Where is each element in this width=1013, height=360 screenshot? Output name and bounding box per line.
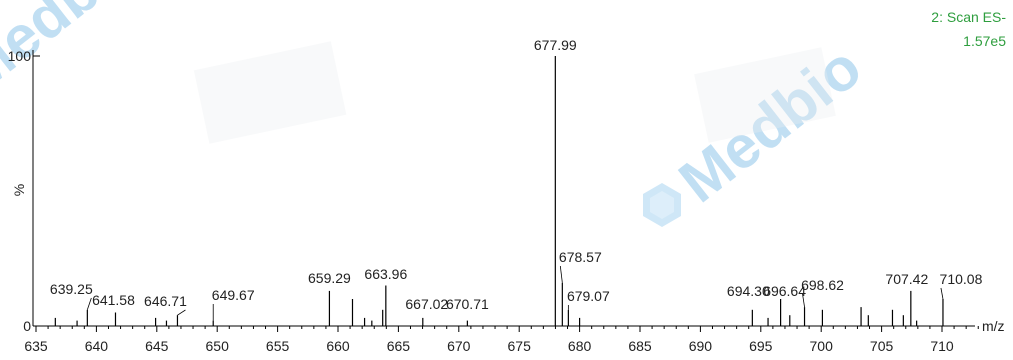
peaks xyxy=(54,56,944,326)
x-tick-label: 635 xyxy=(24,338,48,354)
peak-label: 698.62 xyxy=(801,277,844,293)
x-tick-label: 645 xyxy=(145,338,169,354)
x-tick-label: 695 xyxy=(749,338,773,354)
peak-label-leader xyxy=(559,265,563,283)
peak-label: 670.71 xyxy=(446,296,489,312)
peak-label: 649.67 xyxy=(212,287,255,303)
watermark-layer: Medbio Medbio xyxy=(0,0,873,227)
peak-label: 694.30 xyxy=(727,283,770,299)
peak-label: 707.42 xyxy=(885,271,928,287)
x-tick-label: 685 xyxy=(628,338,652,354)
y-tick-label: 100 xyxy=(8,48,32,64)
peak-label: 710.08 xyxy=(940,271,983,287)
watermark-logo-icon xyxy=(643,183,681,227)
scan-mode-label: 2: Scan ES- xyxy=(931,9,1006,25)
x-tick-label: 665 xyxy=(387,338,411,354)
peak-label: 663.96 xyxy=(364,266,407,282)
peak-label: 646.71 xyxy=(144,293,187,309)
x-ticks: 635 640 645 650 655 660 665 670 675 680 685 690 695 7… xyxy=(24,326,979,354)
peak-label: 641.58 xyxy=(92,292,135,308)
peak-label: 696.64 xyxy=(763,283,806,299)
watermark-faint-block-left xyxy=(193,41,347,144)
x-tick-label: 640 xyxy=(85,338,109,354)
peak-label: 677.99 xyxy=(534,37,577,53)
x-tick-label: 690 xyxy=(689,338,713,354)
y-axis-title: % xyxy=(11,184,27,196)
x-tick-label: 705 xyxy=(870,338,894,354)
scan-intensity-label: 1.57e5 xyxy=(963,33,1006,49)
peak-label: 679.07 xyxy=(567,288,610,304)
peak-label-leader xyxy=(86,297,92,310)
peak-label-leader xyxy=(177,309,186,316)
watermark-faint-block-right xyxy=(694,47,836,143)
x-tick-label: 670 xyxy=(447,338,471,354)
peak-label-leader xyxy=(802,293,805,308)
x-tick-label: 655 xyxy=(266,338,290,354)
x-tick-label: 675 xyxy=(508,338,532,354)
peak-label-leader xyxy=(940,287,944,300)
x-axis-title: m/z xyxy=(982,318,1005,334)
x-tick-label: 680 xyxy=(568,338,592,354)
x-tick-label: 700 xyxy=(810,338,834,354)
peak-label: 659.29 xyxy=(308,270,351,286)
x-tick-label: 660 xyxy=(326,338,350,354)
y-tick-label: 0 xyxy=(23,318,31,334)
peak-label: 667.02 xyxy=(405,296,448,312)
peak-label: 678.57 xyxy=(559,249,602,265)
x-tick-label: 650 xyxy=(206,338,230,354)
x-tick-label: 710 xyxy=(930,338,954,354)
peak-label: 639.25 xyxy=(50,281,93,297)
